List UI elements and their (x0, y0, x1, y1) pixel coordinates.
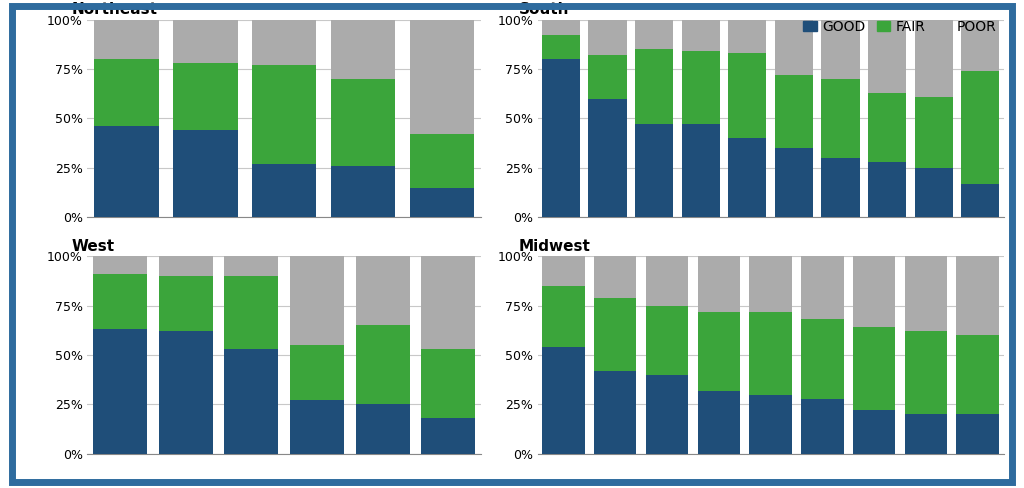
Bar (543, 286, 585, 347)
Bar (159, 331, 213, 454)
Text: South: South (519, 2, 569, 17)
Bar (646, 375, 688, 454)
Bar (821, 79, 859, 158)
Bar (290, 256, 344, 345)
Bar (224, 256, 279, 276)
Bar (635, 49, 673, 124)
Bar (331, 79, 395, 166)
Bar (543, 347, 585, 454)
Bar (543, 256, 585, 286)
Bar (93, 329, 146, 454)
Text: Northeast: Northeast (72, 2, 158, 17)
Bar (646, 256, 688, 305)
Bar (224, 276, 279, 349)
Bar (410, 187, 474, 217)
Text: Midwest: Midwest (519, 239, 591, 254)
Bar (93, 274, 146, 329)
Bar (589, 99, 627, 217)
Bar (904, 414, 947, 454)
Legend: GOOD, FAIR, POOR: GOOD, FAIR, POOR (797, 14, 1001, 40)
Bar (853, 327, 895, 410)
Bar (635, 124, 673, 217)
Bar (682, 124, 720, 217)
Bar (956, 335, 998, 414)
Bar (94, 20, 159, 59)
Bar (589, 20, 627, 55)
Bar (159, 256, 213, 276)
Bar (224, 349, 279, 454)
Bar (594, 298, 637, 371)
Bar (775, 20, 813, 75)
Bar (682, 20, 720, 51)
Bar (868, 93, 906, 162)
Bar (728, 138, 766, 217)
Bar (962, 71, 999, 183)
Bar (956, 414, 998, 454)
Bar (173, 130, 238, 217)
Bar (331, 166, 395, 217)
Bar (646, 305, 688, 375)
Bar (750, 394, 792, 454)
Bar (252, 20, 316, 65)
Bar (868, 20, 906, 93)
Bar (682, 51, 720, 124)
Bar (410, 134, 474, 187)
Bar (542, 35, 580, 59)
Bar (775, 148, 813, 217)
Bar (750, 256, 792, 311)
Bar (853, 256, 895, 327)
Bar (914, 168, 952, 217)
Bar (821, 20, 859, 79)
Text: West: West (72, 239, 115, 254)
Bar (94, 126, 159, 217)
Bar (542, 20, 580, 35)
Bar (252, 164, 316, 217)
Bar (801, 320, 844, 399)
Bar (355, 256, 410, 325)
Bar (594, 371, 637, 454)
Bar (355, 405, 410, 454)
Bar (594, 256, 637, 298)
Bar (422, 256, 475, 349)
Bar (635, 20, 673, 49)
Bar (775, 75, 813, 148)
Bar (801, 399, 844, 454)
Bar (914, 20, 952, 97)
Bar (589, 55, 627, 99)
Bar (422, 418, 475, 454)
Bar (697, 390, 740, 454)
Bar (159, 276, 213, 331)
Bar (801, 256, 844, 320)
Bar (422, 349, 475, 418)
Bar (252, 65, 316, 164)
Bar (728, 53, 766, 138)
Bar (728, 20, 766, 53)
Bar (355, 325, 410, 405)
Bar (904, 256, 947, 331)
Bar (962, 20, 999, 71)
Bar (956, 256, 998, 335)
Bar (331, 20, 395, 79)
Bar (962, 183, 999, 217)
Bar (853, 410, 895, 454)
Bar (750, 311, 792, 394)
Bar (914, 97, 952, 168)
Bar (542, 59, 580, 217)
Bar (904, 331, 947, 414)
Bar (868, 162, 906, 217)
Bar (93, 256, 146, 274)
Bar (290, 401, 344, 454)
Bar (173, 20, 238, 63)
Bar (94, 59, 159, 126)
Bar (697, 311, 740, 390)
Bar (821, 158, 859, 217)
Bar (290, 345, 344, 401)
Bar (410, 20, 474, 134)
Bar (697, 256, 740, 311)
Bar (173, 63, 238, 130)
